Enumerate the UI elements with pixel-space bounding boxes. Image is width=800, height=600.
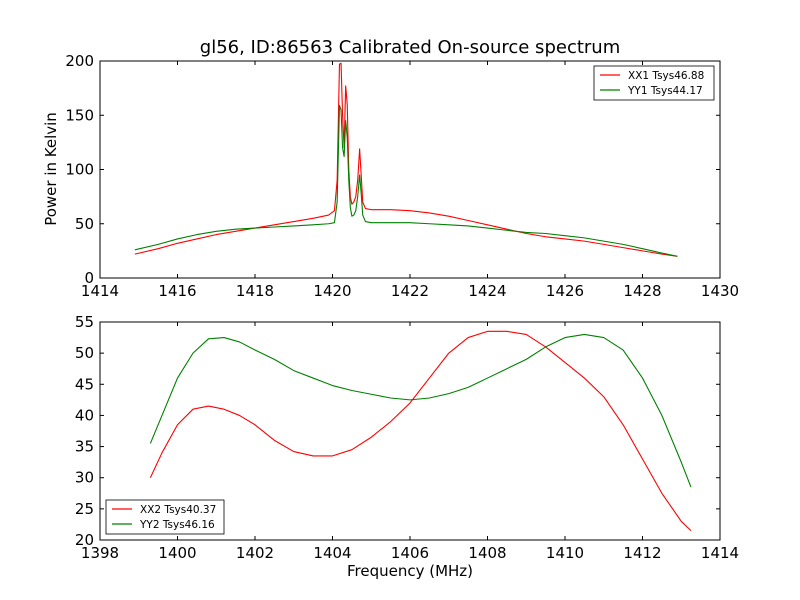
x-axis-label: Frequency (MHz) <box>347 562 473 580</box>
legend-box <box>593 65 715 101</box>
x-tick-label: 1420 <box>313 282 351 300</box>
x-tick-label: 1414 <box>701 544 739 562</box>
y-tick-label: 45 <box>75 375 94 393</box>
legend-label-0: XX1 Tsys46.88 <box>628 70 704 82</box>
legend-label-1: YY2 Tsys46.16 <box>139 519 215 531</box>
x-tick-label: 1406 <box>391 544 429 562</box>
x-tick-label: 1428 <box>623 282 661 300</box>
x-tick-label: 1422 <box>391 282 429 300</box>
legend: XX1 Tsys46.88 YY1 Tsys44.17 <box>593 65 715 101</box>
x-tick-label: 1412 <box>623 544 661 562</box>
chart-top: gl56, ID:86563 Calibrated On-source spec… <box>42 37 739 300</box>
x-tick-label: 1408 <box>468 544 506 562</box>
plot-area: 1414 1416 1418 1420 1422 1424 1426 1428 1430 0 50 1… <box>65 52 739 300</box>
x-tick-label: 1400 <box>158 544 196 562</box>
plot-area: 1398 1400 1402 1404 1406 1408 1410 1412 1414 20 25… <box>75 313 739 562</box>
y-tick-label: 50 <box>75 215 94 233</box>
y-tick-label: 40 <box>75 406 94 424</box>
y-tick-label: 150 <box>65 106 94 124</box>
legend-label-0: XX2 Tsys40.37 <box>140 504 216 516</box>
y-tick-label: 30 <box>75 469 94 487</box>
x-tick-label: 1410 <box>546 544 584 562</box>
x-tick-label: 1424 <box>468 282 506 300</box>
series-line-1 <box>149 333 692 488</box>
x-tick-label: 1414 <box>81 282 119 300</box>
y-tick-label: 20 <box>75 531 94 549</box>
series-line-0 <box>149 330 692 532</box>
x-tick-label: 1416 <box>158 282 196 300</box>
legend-box <box>105 499 225 535</box>
x-tick-label: 1426 <box>546 282 584 300</box>
y-tick-label: 25 <box>75 500 94 518</box>
series-line-1 <box>134 104 678 257</box>
y-tick-label: 35 <box>75 438 94 456</box>
x-tick-label: 1404 <box>313 544 351 562</box>
x-tick-label: 1430 <box>701 282 739 300</box>
y-tick-label: 100 <box>65 161 94 179</box>
series-line-0 <box>134 62 678 257</box>
y-tick-label: 55 <box>75 313 94 331</box>
x-tick-label: 1418 <box>236 282 274 300</box>
legend: XX2 Tsys40.37 YY2 Tsys46.16 <box>105 499 225 535</box>
legend-label-1: YY1 Tsys44.17 <box>627 85 703 97</box>
y-tick-label: 0 <box>84 269 94 287</box>
y-axis-label: Power in Kelvin <box>42 112 60 226</box>
chart-title: gl56, ID:86563 Calibrated On-source spec… <box>200 37 620 58</box>
x-tick-label: 1398 <box>81 544 119 562</box>
chart-bottom: Frequency (MHz) 1398 1400 1402 1404 1406 1408… <box>75 313 739 580</box>
y-tick-label: 50 <box>75 344 94 362</box>
y-tick-label: 200 <box>65 52 94 70</box>
x-tick-label: 1402 <box>236 544 274 562</box>
